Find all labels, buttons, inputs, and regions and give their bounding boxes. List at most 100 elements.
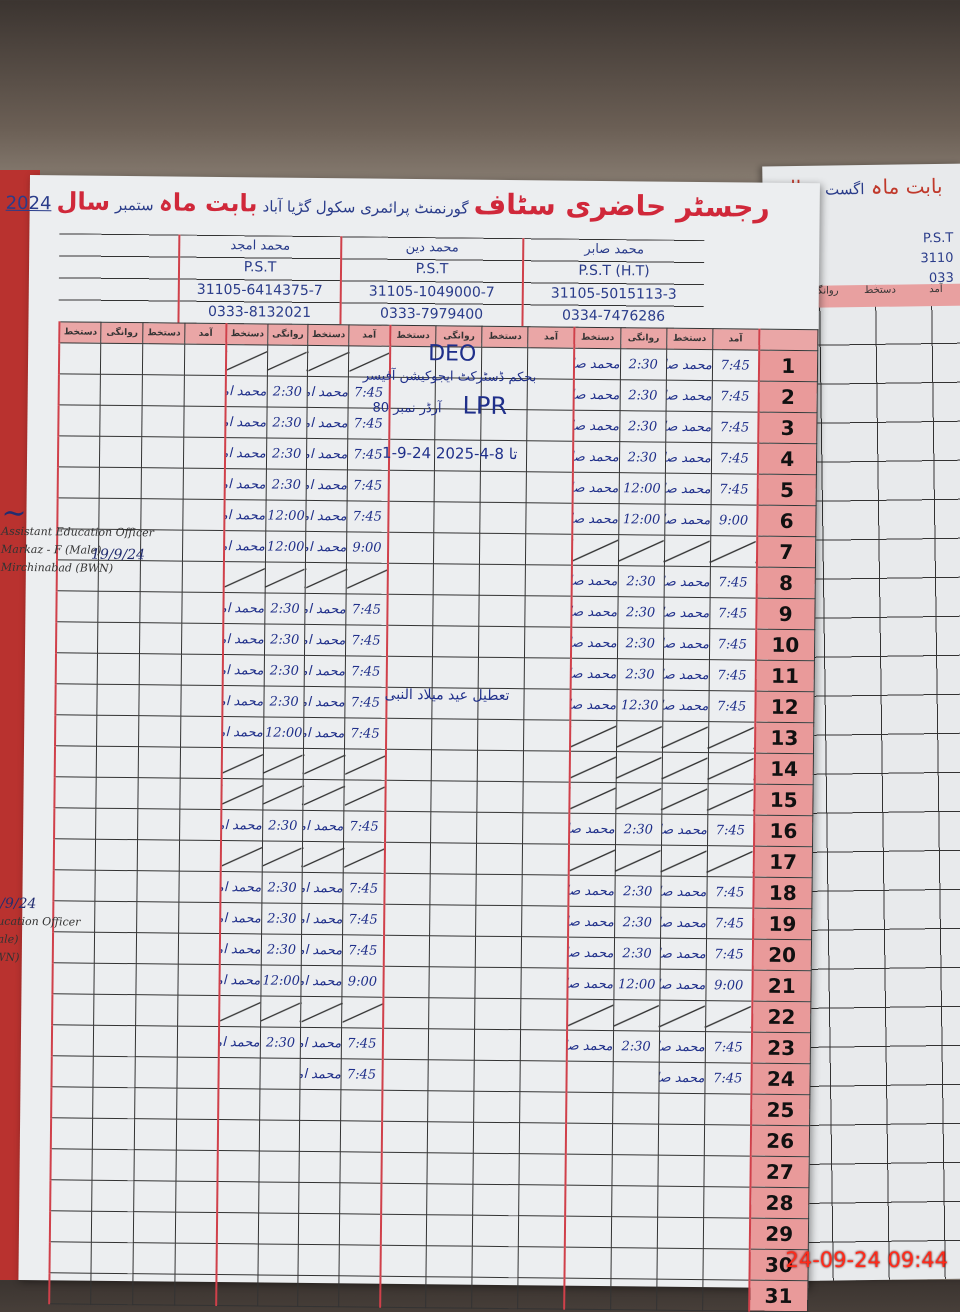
day-number: 20 [752,939,812,971]
attendance-cell [430,780,478,813]
attendance-cell [137,870,180,903]
signature: محمد صابر [659,969,707,1001]
attendance-cell [658,1124,705,1156]
attendance-cell [476,843,523,875]
attendance-cell [258,1119,301,1152]
attendance-cell [479,595,526,627]
arrival-time: 7:45 [347,500,389,533]
departure-time [259,1057,301,1090]
arrival-time: 7:45 [345,686,387,719]
attendance-cell [658,1093,705,1125]
attendance-cell [49,1210,93,1243]
signature: محمد امجد [226,375,268,407]
attendance-cell [99,467,142,499]
signature: محمد صابر [665,380,713,412]
attendance-cell [477,781,524,813]
attendance-cell [181,623,224,655]
day-number: 23 [751,1032,811,1064]
attendance-cell [475,905,523,937]
signature: محمد صابر [573,379,621,411]
attendance-cell [384,811,431,843]
attendance-cell [142,405,185,438]
staff-header: محمد صابر P.S.T (H.T) 31105-5015113-3 03… [58,233,759,329]
attendance-cell [565,1154,612,1186]
attendance-cell [222,747,264,779]
column-header-arrival: آمد [184,323,227,345]
attendance-cell [480,502,527,534]
attendance-cell [428,1028,475,1061]
attendance-cell [704,1093,751,1126]
attendance-cell [613,999,660,1032]
attendance-cell [522,843,570,876]
attendance-cell [477,750,524,782]
attendance-cell [518,1246,565,1279]
attendance-cell [299,1182,341,1214]
attendance-cell [431,718,479,751]
attendance-cell [427,1090,475,1123]
note-deo-order: بحکم ڈسٹرکٹ ایجوکیشن آفیسر [362,368,537,386]
attendance-cell [55,714,98,747]
arrival-time: 7:45 [347,469,389,502]
staff-cnic: 31105-5015113-3 [550,285,677,303]
signature: محمد صابر [665,411,712,443]
attendance-cell [57,435,101,468]
signature: محمد صابر [663,597,710,629]
day-number: 6 [756,505,817,537]
month-label: بابت ماہ [158,188,258,218]
attendance-cell [55,621,99,654]
attendance-cell [564,1278,611,1310]
day-number: 21 [751,970,812,1002]
day-number: 31 [748,1280,808,1312]
attendance-cell [100,405,143,437]
attendance-cell [97,684,140,716]
signature: محمد امجد [220,933,262,965]
signature: محمد صابر [573,348,621,380]
column-header-departure: روانگی [101,322,144,344]
arrival-time: 7:45 [343,810,385,843]
day-number: 28 [749,1187,809,1219]
departure-time: 2:30 [261,871,303,904]
attendance-cell [657,1186,704,1218]
attendance-cell [385,718,432,750]
signature: محمد صابر [571,565,619,597]
departure-time: 2:30 [263,654,305,687]
attendance-cell [476,874,523,906]
departure-time: 2:30 [264,592,306,625]
attendance-cell [181,592,225,624]
signature: محمد امجد [306,500,348,532]
column-header-signature: دستخط [143,322,186,345]
attendance-cell [571,534,619,566]
arrival-time: 7:45 [706,907,753,940]
attendance-cell [480,471,527,503]
attendance-cell [216,1274,258,1306]
departure-time: 12:00 [263,716,305,749]
attendance-cell [520,1060,567,1093]
departure-time: 2:30 [619,379,667,412]
attendance-cell [432,656,479,689]
attendance-cell [180,716,223,748]
attendance-cell [473,1153,520,1185]
attendance-cell [382,1028,429,1060]
attendance-cell [50,1179,93,1212]
departure-time: 2:30 [266,375,308,408]
note-deo: DEO [428,341,477,367]
attendance-cell [615,782,662,815]
attendance-cell [518,1277,565,1310]
departure-time: 2:30 [262,809,304,842]
attendance-cell [384,780,432,812]
attendance-cell [58,404,101,437]
attendance-cell [710,535,757,568]
attendance-cell [95,901,138,933]
attendance-cell [182,561,225,593]
attendance-cell [526,440,574,473]
signature: محمد امجد [301,965,343,997]
attendance-cell [474,998,522,1030]
attendance-cell [58,342,102,375]
departure-time: 2:30 [616,658,664,691]
signature: محمد امجد [306,438,348,470]
arrival-time: 7:45 [341,1027,383,1060]
attendance-cell [176,1150,219,1182]
arrival-time: 7:45 [708,690,756,723]
attendance-cell [57,466,100,499]
attendance-cell [478,626,526,658]
